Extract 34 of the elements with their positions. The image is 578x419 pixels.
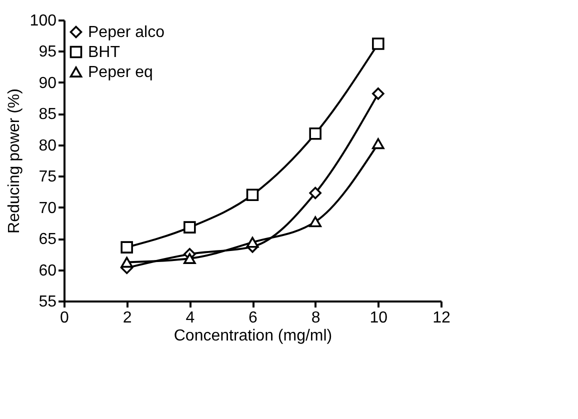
point <box>372 38 384 50</box>
y-tick-label: 65 <box>38 231 57 248</box>
x-tick-label: 4 <box>186 310 195 326</box>
y-tick-label: 70 <box>38 200 57 217</box>
point <box>184 253 196 264</box>
point <box>120 241 133 254</box>
y-tick-label: 85 <box>38 106 57 124</box>
point <box>309 186 322 200</box>
x-axis-title: Concentration (mg/ml) <box>174 328 332 344</box>
y-tick-label: 95 <box>38 44 57 61</box>
x-tick-label: 2 <box>122 310 132 326</box>
x-tick-label: 10 <box>370 310 388 326</box>
y-tick-label: 90 <box>38 74 57 92</box>
x-tick-label: 8 <box>311 310 320 326</box>
y-tick-label: 75 <box>38 168 57 186</box>
legend-label: Peper alco <box>88 24 165 41</box>
point <box>372 138 384 150</box>
point <box>184 221 196 234</box>
y-tick-label: 80 <box>38 137 57 154</box>
y-tick-label: 55 <box>38 294 57 310</box>
point <box>120 256 133 268</box>
point <box>372 88 384 100</box>
y-tick-label: 60 <box>38 262 57 280</box>
x-tick-label: 12 <box>432 310 450 326</box>
x-tick-label: 6 <box>248 310 258 326</box>
point <box>246 236 259 248</box>
y-tick-label: 100 <box>30 12 57 30</box>
legend-label: BHT <box>88 44 120 61</box>
point <box>309 128 322 140</box>
y-axis-title: Reducing power (%) <box>6 88 23 234</box>
legend-label: Peper eq <box>88 64 153 81</box>
point <box>246 188 259 201</box>
x-tick-label: 0 <box>60 310 70 326</box>
point <box>309 216 322 228</box>
